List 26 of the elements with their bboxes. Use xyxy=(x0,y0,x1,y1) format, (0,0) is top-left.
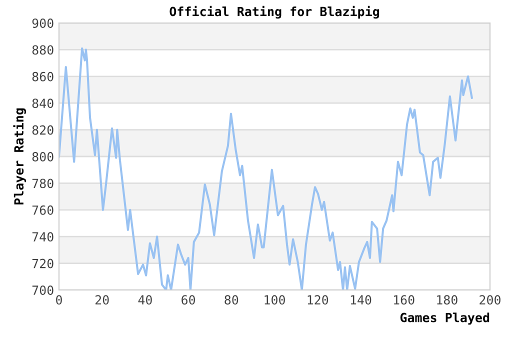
y-tick-label: 860 xyxy=(32,72,54,82)
y-tick-label: 780 xyxy=(32,178,54,188)
y-tick-label: 820 xyxy=(32,125,54,135)
x-axis-title: Games Played xyxy=(400,312,490,325)
y-tick-label: 880 xyxy=(32,45,54,55)
x-tick-label: 120 xyxy=(308,295,328,305)
y-tick-label: 700 xyxy=(32,286,54,295)
x-tick-label: 80 xyxy=(224,295,238,305)
x-tick-label: 0 xyxy=(56,295,62,305)
x-tick-label: 200 xyxy=(480,295,500,305)
y-tick-label: 720 xyxy=(32,258,54,268)
y-tick-label: 760 xyxy=(32,205,54,215)
x-tick-label: 140 xyxy=(350,295,372,305)
y-tick-label: 740 xyxy=(32,232,54,242)
x-tick-label: 60 xyxy=(182,295,196,305)
y-axis-title: Player Rating xyxy=(13,108,26,204)
x-tick-label: 160 xyxy=(394,295,414,305)
y-tick-label: 900 xyxy=(32,18,54,28)
x-tick-label: 20 xyxy=(96,295,109,305)
y-tick-label: 840 xyxy=(32,98,54,108)
x-tick-label: 40 xyxy=(138,295,152,305)
y-tick-label: 800 xyxy=(32,152,54,162)
line-series xyxy=(59,47,473,290)
x-tick-label: 180 xyxy=(437,295,458,305)
chart-title: Official Rating for Blazipig xyxy=(170,6,380,19)
x-tick-label: 100 xyxy=(264,295,285,305)
